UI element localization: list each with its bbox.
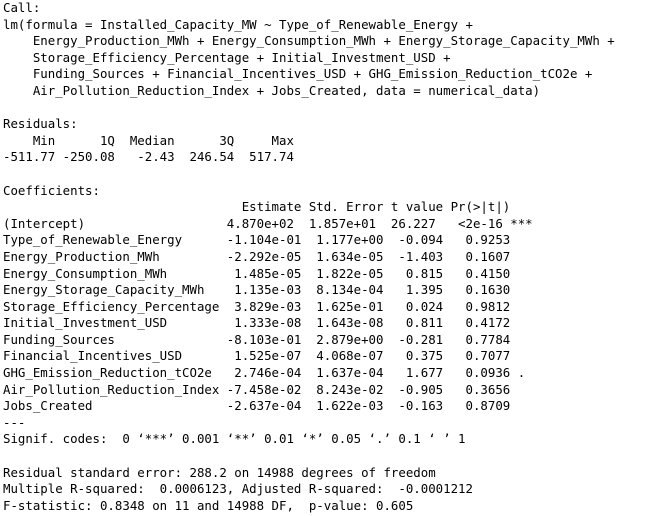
console-line: Min 1Q Median 3Q Max [3, 132, 302, 148]
console-line: Residual standard error: 288.2 on 14988 … [3, 464, 436, 480]
console-line: Funding_Sources + Financial_Incentives_U… [3, 66, 593, 82]
console-line: Energy_Production_MWh -2.292e-05 1.634e-… [3, 248, 541, 264]
console-line: F-statistic: 0.8348 on 11 and 14988 DF, … [3, 497, 414, 513]
console-line: Multiple R-squared: 0.0006123, Adjusted … [3, 481, 481, 497]
console-line: Residuals: [3, 116, 78, 132]
console-line: Funding_Sources -8.103e-01 2.879e+00 -0.… [3, 331, 541, 347]
console-line: Financial_Incentives_USD 1.525e-07 4.068… [3, 348, 541, 364]
console-line: Estimate Std. Error t value Pr(>|t|) [3, 199, 541, 215]
console-line: (Intercept) 4.870e+02 1.857e+01 26.227 <… [3, 215, 533, 231]
console-line: Energy_Consumption_MWh 1.485e-05 1.822e-… [3, 265, 541, 281]
console-line: Call: [3, 0, 41, 15]
console-line: Energy_Storage_Capacity_MWh 1.135e-03 8.… [3, 282, 541, 298]
console-line: lm(formula = Installed_Capacity_MW ~ Typ… [3, 16, 473, 32]
console-line [0, 448, 659, 465]
console-line [0, 166, 659, 183]
console-line: Coefficients: [3, 182, 100, 198]
console-line: -511.77 -250.08 -2.43 246.54 517.74 [3, 149, 302, 165]
console-line: Air_Pollution_Reduction_Index + Jobs_Cre… [3, 82, 541, 98]
console-line: --- [3, 414, 26, 430]
console-line: Signif. codes: 0 ‘***’ 0.001 ‘**’ 0.01 ‘… [3, 431, 466, 447]
console-line: GHG_Emission_Reduction_tCO2e 2.746e-04 1… [3, 365, 541, 381]
console-line: Type_of_Renewable_Energy -1.104e-01 1.17… [3, 232, 541, 248]
console-line: Energy_Production_MWh + Energy_Consumpti… [3, 33, 615, 49]
console-line: Storage_Efficiency_Percentage + Initial_… [3, 49, 451, 65]
console-line: Storage_Efficiency_Percentage 3.829e-03 … [3, 298, 541, 314]
console-line: Air_Pollution_Reduction_Index -7.458e-02… [3, 381, 541, 397]
console-line: Jobs_Created -2.637e-04 1.622e-03 -0.163… [3, 398, 541, 414]
console-line [0, 100, 659, 117]
console-line: Initial_Investment_USD 1.333e-08 1.643e-… [3, 315, 541, 331]
